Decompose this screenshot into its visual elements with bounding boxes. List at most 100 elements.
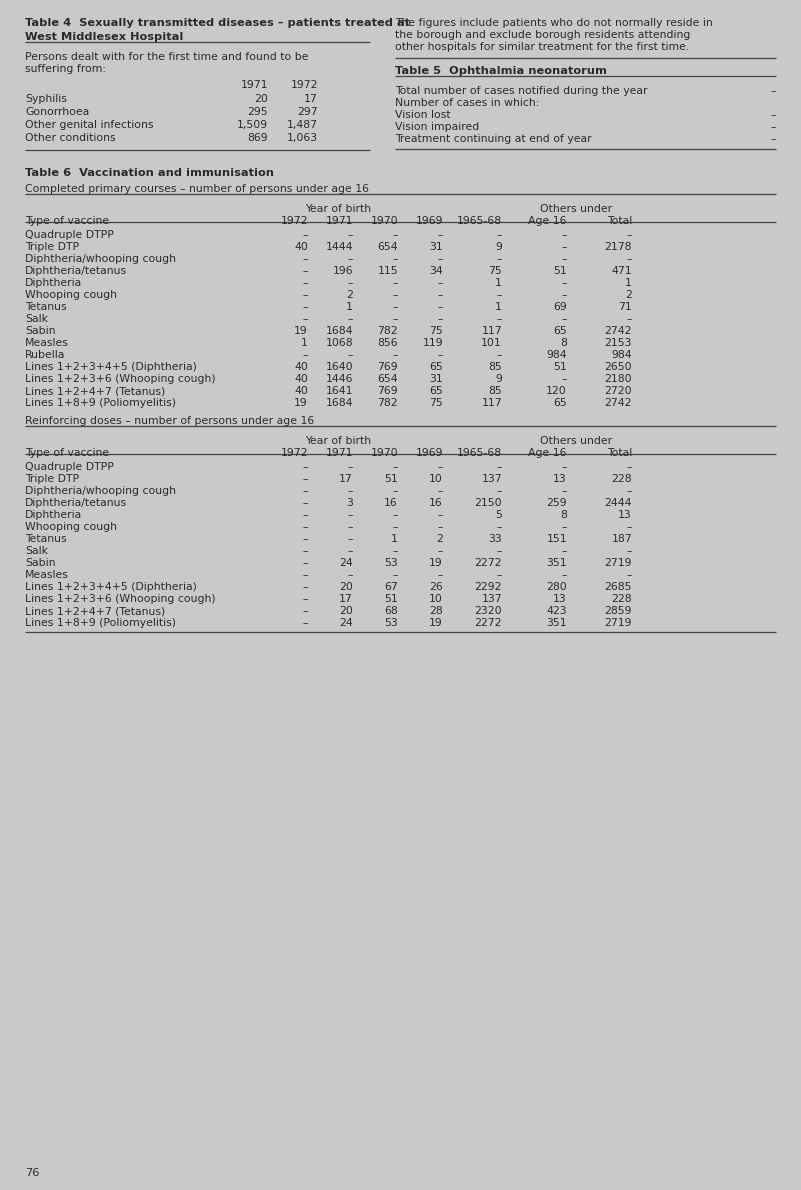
Text: 17: 17: [340, 474, 353, 484]
Text: –: –: [392, 253, 398, 264]
Text: Syphilis: Syphilis: [25, 94, 66, 104]
Text: –: –: [626, 570, 632, 580]
Text: –: –: [303, 290, 308, 300]
Text: Triple DTP: Triple DTP: [25, 474, 79, 484]
Text: 2320: 2320: [474, 606, 502, 616]
Text: Tetanus: Tetanus: [25, 302, 66, 312]
Text: Salk: Salk: [25, 546, 48, 556]
Text: Diphtheria: Diphtheria: [25, 278, 83, 288]
Text: –: –: [437, 462, 443, 472]
Text: 151: 151: [546, 534, 567, 544]
Text: –: –: [303, 350, 308, 361]
Text: 51: 51: [553, 362, 567, 372]
Text: suffering from:: suffering from:: [25, 64, 106, 74]
Text: –: –: [626, 230, 632, 240]
Text: 53: 53: [384, 558, 398, 568]
Text: Gonorrhoea: Gonorrhoea: [25, 107, 89, 117]
Text: Lines 1+2+3+6 (Whooping cough): Lines 1+2+3+6 (Whooping cough): [25, 374, 215, 384]
Text: –: –: [303, 594, 308, 605]
Text: 33: 33: [489, 534, 502, 544]
Text: 9: 9: [495, 242, 502, 252]
Text: –: –: [303, 618, 308, 628]
Text: –: –: [437, 350, 443, 361]
Text: 1,509: 1,509: [237, 120, 268, 130]
Text: 471: 471: [611, 267, 632, 276]
Text: 2720: 2720: [605, 386, 632, 396]
Text: the borough and exclude borough residents attending: the borough and exclude borough resident…: [395, 30, 690, 40]
Text: 984: 984: [611, 350, 632, 361]
Text: –: –: [348, 278, 353, 288]
Text: 1971: 1971: [240, 80, 268, 90]
Text: –: –: [497, 253, 502, 264]
Text: 2444: 2444: [605, 497, 632, 508]
Text: 856: 856: [377, 338, 398, 347]
Text: –: –: [392, 278, 398, 288]
Text: 654: 654: [377, 374, 398, 384]
Text: Table 4  Sexually transmitted diseases – patients treated at: Table 4 Sexually transmitted diseases – …: [25, 18, 410, 29]
Text: 19: 19: [429, 618, 443, 628]
Text: Age 16: Age 16: [529, 447, 567, 458]
Text: Year of birth: Year of birth: [305, 203, 371, 214]
Text: 280: 280: [546, 582, 567, 591]
Text: 423: 423: [546, 606, 567, 616]
Text: 1: 1: [391, 534, 398, 544]
Text: Total: Total: [606, 447, 632, 458]
Text: Lines 1+8+9 (Poliomyelitis): Lines 1+8+9 (Poliomyelitis): [25, 397, 176, 408]
Text: –: –: [497, 570, 502, 580]
Text: Diphtheria/whooping cough: Diphtheria/whooping cough: [25, 253, 176, 264]
Text: –: –: [626, 522, 632, 532]
Text: 2: 2: [436, 534, 443, 544]
Text: Completed primary courses – number of persons under age 16: Completed primary courses – number of pe…: [25, 184, 369, 194]
Text: 259: 259: [546, 497, 567, 508]
Text: 1444: 1444: [325, 242, 353, 252]
Text: –: –: [303, 582, 308, 591]
Text: –: –: [437, 570, 443, 580]
Text: Type of vaccine: Type of vaccine: [25, 447, 109, 458]
Text: 1971: 1971: [325, 447, 353, 458]
Text: –: –: [437, 230, 443, 240]
Text: 654: 654: [377, 242, 398, 252]
Text: 69: 69: [553, 302, 567, 312]
Text: 65: 65: [553, 397, 567, 408]
Text: –: –: [348, 486, 353, 496]
Text: 228: 228: [611, 594, 632, 605]
Text: 75: 75: [489, 267, 502, 276]
Text: 2150: 2150: [474, 497, 502, 508]
Text: 51: 51: [384, 474, 398, 484]
Text: Lines 1+2+4+7 (Tetanus): Lines 1+2+4+7 (Tetanus): [25, 386, 165, 396]
Text: –: –: [348, 570, 353, 580]
Text: 1970: 1970: [370, 447, 398, 458]
Text: Year of birth: Year of birth: [305, 436, 371, 446]
Text: 1: 1: [495, 302, 502, 312]
Text: –: –: [348, 230, 353, 240]
Text: –: –: [497, 522, 502, 532]
Text: 8: 8: [560, 511, 567, 520]
Text: 65: 65: [429, 386, 443, 396]
Text: 10: 10: [429, 474, 443, 484]
Text: Table 6  Vaccination and immunisation: Table 6 Vaccination and immunisation: [25, 168, 274, 178]
Text: 1971: 1971: [325, 217, 353, 226]
Text: Lines 1+2+3+6 (Whooping cough): Lines 1+2+3+6 (Whooping cough): [25, 594, 215, 605]
Text: 1068: 1068: [325, 338, 353, 347]
Text: –: –: [437, 314, 443, 324]
Text: 782: 782: [377, 326, 398, 336]
Text: 68: 68: [384, 606, 398, 616]
Text: 75: 75: [429, 326, 443, 336]
Text: 2719: 2719: [605, 618, 632, 628]
Text: –: –: [392, 314, 398, 324]
Text: Diphtheria/tetanus: Diphtheria/tetanus: [25, 267, 127, 276]
Text: 2180: 2180: [605, 374, 632, 384]
Text: 85: 85: [489, 386, 502, 396]
Text: 19: 19: [294, 397, 308, 408]
Text: –: –: [348, 462, 353, 472]
Text: –: –: [562, 462, 567, 472]
Text: 351: 351: [546, 558, 567, 568]
Text: 984: 984: [546, 350, 567, 361]
Text: Age 16: Age 16: [529, 217, 567, 226]
Text: 85: 85: [489, 362, 502, 372]
Text: 1640: 1640: [325, 362, 353, 372]
Text: 1972: 1972: [280, 217, 308, 226]
Text: 20: 20: [254, 94, 268, 104]
Text: –: –: [303, 606, 308, 616]
Text: –: –: [303, 474, 308, 484]
